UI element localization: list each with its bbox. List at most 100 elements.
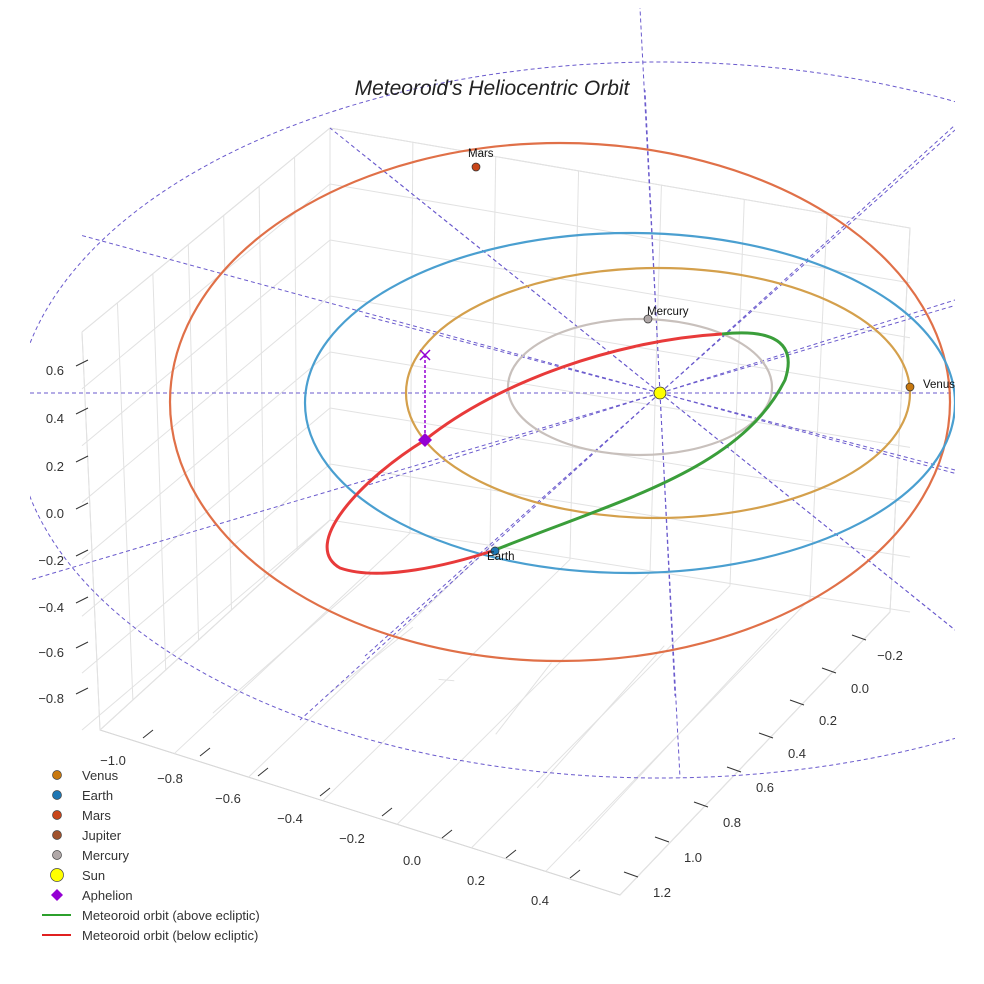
x-tick-label: −1.0 bbox=[100, 753, 126, 768]
x-tick-label: −0.6 bbox=[215, 791, 241, 806]
z-tick-mark bbox=[75, 687, 89, 695]
radial-line bbox=[659, 392, 955, 471]
z-tick-label: 0.0 bbox=[46, 506, 64, 521]
y-tick-mark bbox=[726, 766, 742, 773]
y-tick-mark bbox=[789, 699, 805, 706]
y-tick-mark bbox=[693, 801, 709, 808]
z-tick-label: −0.8 bbox=[38, 691, 64, 706]
gridline bbox=[329, 463, 911, 558]
meteoroid-orbit-below-2 bbox=[424, 332, 723, 442]
z-tick-mark bbox=[75, 549, 89, 557]
legend-item[interactable]: Earth bbox=[52, 788, 114, 803]
z-tick-mark bbox=[75, 502, 89, 510]
chart-title: Meteoroid's Heliocentric Orbit bbox=[355, 77, 631, 100]
gridline bbox=[99, 519, 331, 731]
mercury-marker bbox=[643, 314, 653, 324]
legend-item[interactable]: Sun bbox=[50, 868, 106, 883]
gridline bbox=[187, 244, 200, 641]
gridline bbox=[81, 127, 331, 333]
meteoroid-orbit-above bbox=[494, 331, 790, 552]
gridline bbox=[578, 628, 778, 842]
z-tick-mark bbox=[75, 359, 89, 367]
x-tick-label: 0.0 bbox=[403, 853, 421, 868]
ecliptic-ring bbox=[30, 61, 955, 779]
y-tick-label: 0.4 bbox=[788, 746, 806, 761]
gridline bbox=[489, 156, 497, 547]
z-tick-mark bbox=[75, 641, 89, 649]
x-tick-label: 0.4 bbox=[531, 893, 549, 908]
legend-item[interactable]: Venus bbox=[52, 768, 119, 783]
legend-label: Mars bbox=[82, 808, 111, 823]
gridline bbox=[329, 239, 911, 339]
gridline bbox=[329, 519, 911, 613]
gridline bbox=[329, 295, 911, 394]
legend-item[interactable]: Jupiter bbox=[52, 828, 122, 843]
mercury-label: Mercury bbox=[647, 306, 689, 318]
legend-item[interactable]: Meteoroid orbit (below ecliptic) bbox=[42, 928, 258, 943]
legend-label: Aphelion bbox=[82, 888, 133, 903]
gridline bbox=[536, 645, 665, 789]
legend-marker-icon bbox=[52, 850, 62, 860]
legend-marker-icon bbox=[52, 790, 62, 800]
z-tick-mark bbox=[75, 455, 89, 463]
x-tick-mark bbox=[569, 869, 581, 879]
y-tick-mark bbox=[758, 732, 774, 739]
gridline bbox=[212, 573, 372, 714]
legend-diamond-icon bbox=[51, 889, 63, 901]
y-tick-mark bbox=[623, 871, 639, 878]
legend-marker-icon bbox=[52, 830, 62, 840]
z-tick-label: 0.4 bbox=[46, 411, 64, 426]
radial-line bbox=[364, 315, 661, 394]
mars-orbit bbox=[168, 141, 952, 663]
gridline bbox=[495, 662, 552, 735]
gridline bbox=[223, 215, 232, 611]
radial-line bbox=[364, 392, 661, 487]
legend-label: Earth bbox=[82, 788, 113, 803]
meteoroid-orbit-below-1 bbox=[325, 438, 496, 575]
legend-label: Meteoroid orbit (below ecliptic) bbox=[82, 928, 258, 943]
radial-line bbox=[364, 392, 661, 657]
y-tick-label: 0.2 bbox=[819, 713, 837, 728]
gridline bbox=[81, 239, 331, 447]
x-tick-mark bbox=[319, 787, 331, 797]
y-tick-label: 0.8 bbox=[723, 815, 741, 830]
gridline bbox=[81, 519, 331, 731]
z-tick-label: −0.2 bbox=[38, 553, 64, 568]
legend-marker-icon bbox=[50, 868, 64, 882]
y-tick-label: −0.2 bbox=[877, 648, 903, 663]
legend-marker-icon bbox=[52, 770, 62, 780]
legend-item[interactable]: Meteoroid orbit (above ecliptic) bbox=[42, 908, 260, 923]
legend-item[interactable]: Mars bbox=[52, 808, 112, 823]
legend-label: Sun bbox=[82, 868, 105, 883]
aphelion-projection-marker bbox=[419, 349, 431, 361]
y-tick-label: 1.2 bbox=[653, 885, 671, 900]
legend-item[interactable]: Aphelion bbox=[51, 888, 133, 903]
mars-label: Mars bbox=[468, 148, 494, 160]
gridline bbox=[116, 302, 134, 701]
x-tick-label: −0.4 bbox=[277, 811, 303, 826]
legend-label: Venus bbox=[82, 768, 119, 783]
legend-item[interactable]: Mercury bbox=[52, 848, 130, 863]
z-tick-label: 0.2 bbox=[46, 459, 64, 474]
radial-line bbox=[659, 299, 955, 394]
gridline bbox=[81, 331, 101, 731]
legend-label: Mercury bbox=[82, 848, 129, 863]
y-tick-mark bbox=[821, 667, 837, 674]
z-tick-label: −0.6 bbox=[38, 645, 64, 660]
radial-line bbox=[659, 392, 681, 779]
gridline bbox=[329, 351, 911, 448]
legend-marker-icon bbox=[52, 810, 62, 820]
x-tick-mark bbox=[199, 747, 211, 757]
radial-line bbox=[30, 392, 661, 581]
earth-marker bbox=[490, 546, 500, 556]
x-tick-mark bbox=[505, 849, 517, 859]
y-tick-label: 0.0 bbox=[851, 681, 869, 696]
venus-marker bbox=[905, 382, 915, 392]
gridline bbox=[152, 273, 167, 671]
legend-label: Jupiter bbox=[82, 828, 122, 843]
venus-label: Venus bbox=[923, 379, 955, 391]
gridline bbox=[438, 678, 455, 682]
legend: Venus Earth Mars Jupiter Mercury Sun Aphelion M… bbox=[42, 768, 260, 943]
